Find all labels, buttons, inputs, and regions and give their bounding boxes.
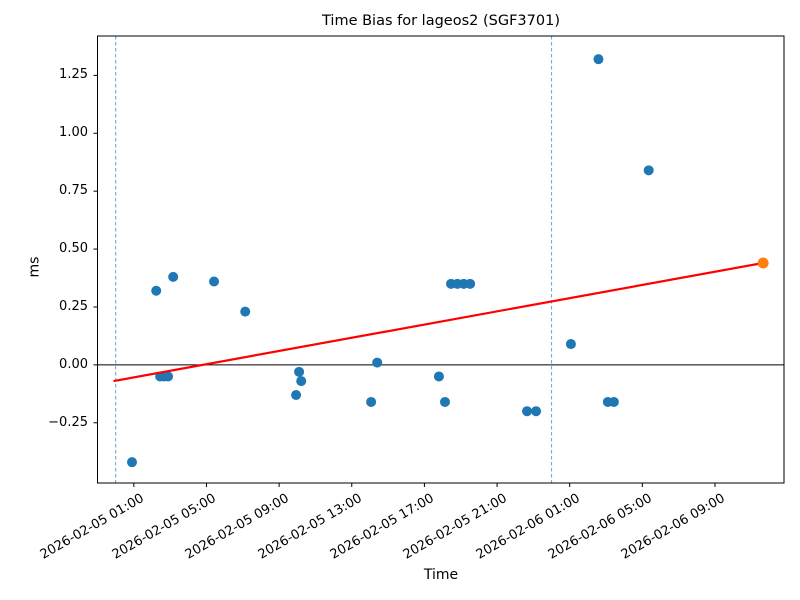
data-point <box>439 396 450 407</box>
y-tick-label: 0.00 <box>59 356 88 372</box>
y-tick-label: 0.50 <box>59 241 88 257</box>
data-point <box>608 396 619 407</box>
data-point <box>643 165 654 176</box>
y-tick-label: 1.25 <box>59 67 88 83</box>
x-axis-label: Time <box>423 567 459 583</box>
trend-line <box>113 261 764 383</box>
data-point <box>163 371 174 382</box>
data-point <box>296 376 307 387</box>
data-point <box>593 54 604 65</box>
chart-title: Time Bias for lageos2 (SGF3701) <box>322 13 560 29</box>
data-point <box>240 306 251 317</box>
data-point <box>151 285 162 296</box>
y-tick-label: 1.00 <box>59 125 88 141</box>
latest-data-point <box>757 257 769 269</box>
data-point <box>209 276 220 287</box>
data-point <box>531 406 542 417</box>
data-point <box>465 278 476 289</box>
data-point <box>433 371 444 382</box>
data-point <box>291 389 302 400</box>
data-point <box>127 457 138 468</box>
data-point <box>372 357 383 368</box>
axes-spines <box>97 35 785 484</box>
y-tick-label: 0.75 <box>59 183 88 199</box>
data-point <box>366 396 377 407</box>
data-point <box>565 339 576 350</box>
y-tick-label: −0.25 <box>48 414 88 430</box>
data-point <box>522 406 533 417</box>
y-tick-label: 0.25 <box>59 298 88 314</box>
data-point <box>294 366 305 377</box>
data-point <box>168 271 179 282</box>
